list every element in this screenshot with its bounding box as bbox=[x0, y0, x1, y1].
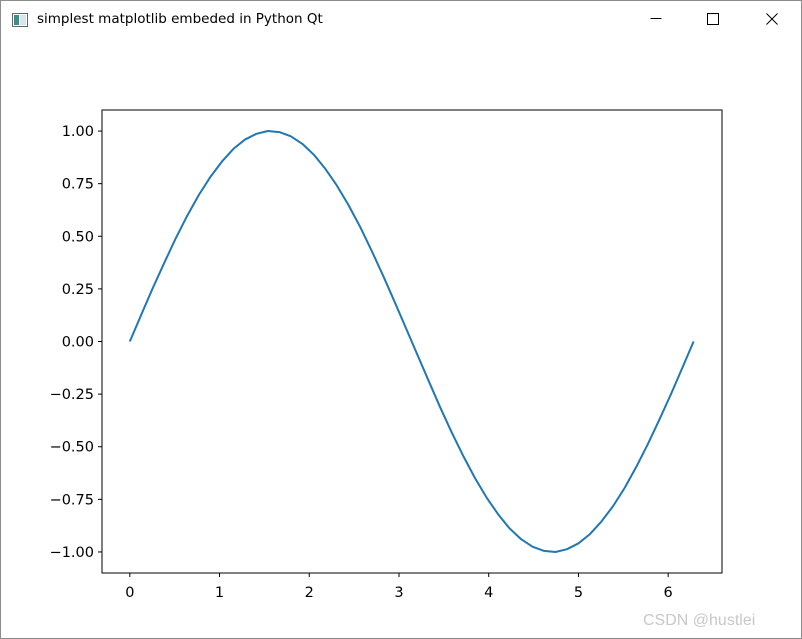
x-tick-label: 1 bbox=[215, 585, 224, 601]
y-tick-label: −1.00 bbox=[50, 545, 94, 561]
close-icon bbox=[766, 13, 778, 25]
y-tick-label: 0.50 bbox=[62, 229, 94, 245]
sine-series-line bbox=[128, 130, 695, 553]
y-tick-label: −0.25 bbox=[50, 387, 94, 403]
x-tick-label: 5 bbox=[574, 585, 583, 601]
window-title: simplest matplotlib embeded in Python Qt bbox=[37, 11, 323, 27]
minimize-button[interactable] bbox=[633, 1, 679, 37]
qt-window-icon[interactable] bbox=[12, 12, 28, 27]
matplotlib-canvas[interactable]: 1.00 0.75 0.50 0.25 0.00 −0.25 −0.50 −0.75 −1.00… bbox=[1, 37, 801, 638]
x-tick-label: 3 bbox=[394, 585, 403, 601]
close-button[interactable] bbox=[749, 1, 795, 37]
x-tick-label: 4 bbox=[484, 585, 493, 601]
x-tick-label: 6 bbox=[664, 585, 673, 601]
maximize-icon bbox=[707, 13, 719, 25]
watermark-text: CSDN @hustlei bbox=[643, 612, 756, 629]
y-tick-label: 0.25 bbox=[62, 282, 94, 298]
line-chart: 1.00 0.75 0.50 0.25 0.00 −0.25 −0.50 −0.75 −1.00… bbox=[50, 109, 723, 601]
y-tick-label: 0.75 bbox=[62, 177, 94, 193]
minimize-icon bbox=[650, 18, 662, 19]
y-tick-label: −0.75 bbox=[50, 492, 94, 508]
title-bar[interactable]: simplest matplotlib embeded in Python Qt bbox=[1, 1, 801, 37]
maximize-button[interactable] bbox=[690, 1, 736, 37]
y-tick-label: 1.00 bbox=[62, 124, 94, 140]
y-tick-label: 0.00 bbox=[62, 335, 94, 351]
y-tick-label: −0.50 bbox=[50, 440, 94, 456]
x-tick-label: 0 bbox=[125, 585, 134, 601]
x-tick-label: 2 bbox=[305, 585, 314, 601]
